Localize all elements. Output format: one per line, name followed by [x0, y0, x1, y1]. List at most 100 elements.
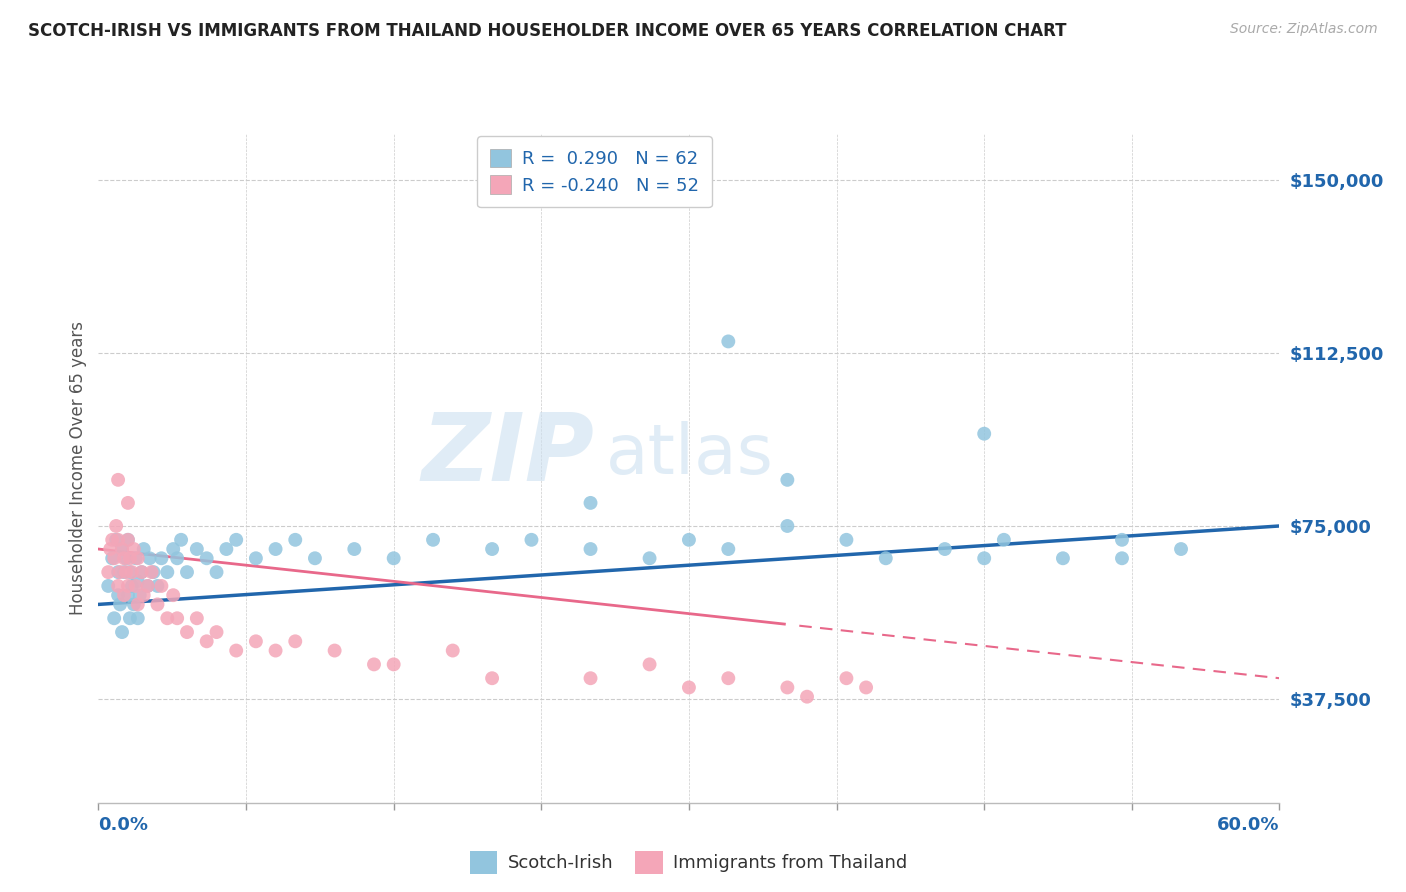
Point [117, 496, 139, 510]
Point [136, 579, 159, 593]
Point [973, 426, 995, 441]
Point [112, 588, 135, 602]
Point [111, 542, 134, 557]
Point [245, 551, 267, 566]
Point [128, 588, 150, 602]
Point [132, 588, 155, 602]
Point [225, 643, 247, 657]
Legend: Scotch-Irish, Immigrants from Thailand: Scotch-Irish, Immigrants from Thailand [463, 844, 915, 880]
Point [132, 542, 155, 557]
Point [115, 565, 138, 579]
Point [118, 565, 141, 579]
Point [176, 565, 198, 579]
Point [1111, 551, 1133, 566]
Point [195, 634, 218, 648]
Point [422, 533, 444, 547]
Point [343, 542, 366, 557]
Point [796, 690, 818, 704]
Point [162, 588, 184, 602]
Point [875, 551, 897, 566]
Point [678, 533, 700, 547]
Point [115, 551, 138, 566]
Point [186, 542, 208, 557]
Point [934, 542, 956, 557]
Point [481, 671, 503, 685]
Point [97, 565, 120, 579]
Point [146, 579, 169, 593]
Point [323, 643, 346, 657]
Point [304, 551, 326, 566]
Point [195, 551, 218, 566]
Point [579, 496, 602, 510]
Point [441, 643, 464, 657]
Point [103, 551, 125, 566]
Point [105, 533, 128, 547]
Point [481, 542, 503, 557]
Point [284, 533, 307, 547]
Point [717, 334, 740, 349]
Point [579, 671, 602, 685]
Point [1170, 542, 1192, 557]
Point [225, 533, 247, 547]
Text: SCOTCH-IRISH VS IMMIGRANTS FROM THAILAND HOUSEHOLDER INCOME OVER 65 YEARS CORREL: SCOTCH-IRISH VS IMMIGRANTS FROM THAILAND… [28, 22, 1067, 40]
Y-axis label: Householder Income Over 65 years: Householder Income Over 65 years [69, 321, 87, 615]
Point [678, 681, 700, 695]
Text: Source: ZipAtlas.com: Source: ZipAtlas.com [1230, 22, 1378, 37]
Point [717, 542, 740, 557]
Point [107, 565, 129, 579]
Point [1111, 533, 1133, 547]
Point [776, 681, 799, 695]
Point [107, 579, 129, 593]
Text: 0.0%: 0.0% [98, 816, 149, 834]
Point [245, 634, 267, 648]
Point [176, 625, 198, 640]
Point [121, 565, 143, 579]
Point [142, 565, 165, 579]
Point [105, 519, 128, 533]
Text: ZIP: ZIP [422, 409, 595, 501]
Point [127, 598, 149, 612]
Point [776, 473, 799, 487]
Point [111, 542, 134, 557]
Point [284, 634, 307, 648]
Point [520, 533, 543, 547]
Point [118, 611, 141, 625]
Text: 60.0%: 60.0% [1218, 816, 1279, 834]
Point [122, 542, 145, 557]
Point [101, 533, 124, 547]
Point [131, 565, 153, 579]
Point [363, 657, 385, 672]
Point [125, 551, 148, 566]
Point [166, 611, 188, 625]
Point [215, 542, 238, 557]
Point [117, 533, 139, 547]
Point [117, 588, 139, 602]
Point [205, 625, 228, 640]
Point [855, 681, 877, 695]
Point [127, 574, 149, 589]
Point [107, 588, 129, 602]
Point [638, 551, 661, 566]
Point [835, 671, 858, 685]
Point [138, 551, 160, 566]
Point [146, 598, 169, 612]
Point [98, 542, 121, 557]
Point [118, 551, 141, 566]
Point [122, 598, 145, 612]
Point [136, 579, 159, 593]
Point [150, 551, 173, 566]
Point [186, 611, 208, 625]
Point [973, 551, 995, 566]
Point [264, 542, 287, 557]
Point [1052, 551, 1074, 566]
Point [107, 473, 129, 487]
Point [638, 657, 661, 672]
Point [103, 611, 125, 625]
Point [205, 565, 228, 579]
Point [127, 611, 149, 625]
Point [107, 533, 129, 547]
Point [170, 533, 193, 547]
Point [108, 565, 131, 579]
Point [150, 579, 173, 593]
Point [382, 551, 405, 566]
